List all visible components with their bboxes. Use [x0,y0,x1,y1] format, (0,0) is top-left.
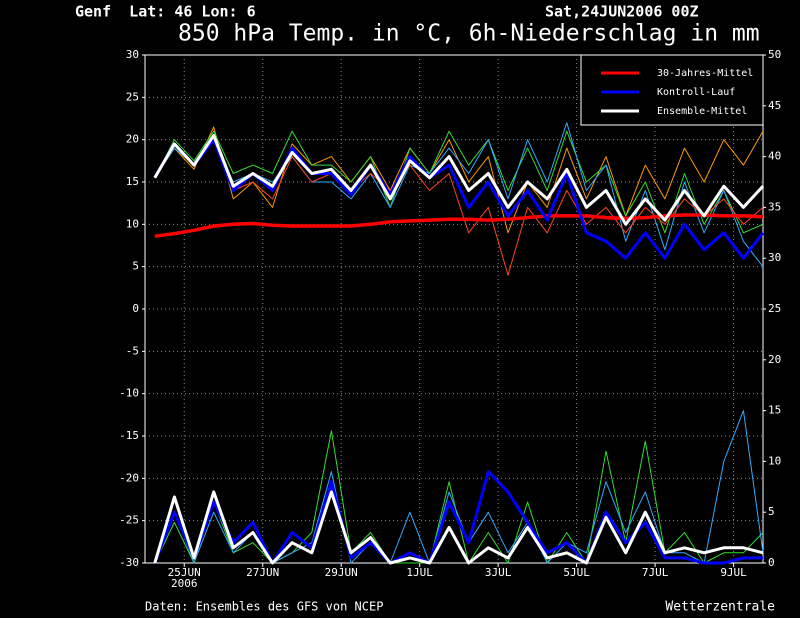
location: Genf Lat: 46 Lon: 6 [75,3,256,21]
legend-box [580,54,764,126]
y-tick-label: 30 [126,48,139,61]
x-tick-label: 27JUN [246,566,279,579]
y2-tick-label: 25 [768,302,781,315]
y2-tick-label: 50 [768,48,781,61]
y-tick-label: 10 [126,217,139,230]
x-tick-sublabel: 2006 [171,577,198,590]
x-tick-label: 5JUL [563,566,590,579]
footer-brand: Wetterzentrale [665,600,775,615]
y-tick-label: 15 [126,175,139,188]
y-tick-label: 25 [126,90,139,103]
y2-tick-label: 30 [768,251,781,264]
y-tick-label: -30 [119,556,139,569]
member-line [153,470,763,565]
y2-tick-label: 35 [768,200,781,213]
y2-tick-label: 5 [768,505,775,518]
legend-label: Ensemble-Mittel [657,106,747,117]
y-tick-label: -10 [119,387,139,400]
y-tick-label: 5 [132,260,139,273]
x-tick-label: 29JUN [325,566,358,579]
legend-label: Kontroll-Lauf [657,87,735,98]
y2-tick-label: 15 [768,404,781,417]
y-tick-label: 20 [126,133,139,146]
x-tick-label: 9JUL [720,566,747,579]
y2-tick-label: 0 [768,556,775,569]
y-tick-label: -25 [119,514,139,527]
member-line [154,139,764,276]
x-tick-label: 1JUL [406,566,433,579]
x-tick-label: 25JUN [168,566,201,579]
y-tick-label: -5 [126,344,139,357]
x-tick-label: 3JUL [485,566,512,579]
chart-title: 850 hPa Temp. in °C, 6h-Niederschlag in … [178,21,760,47]
y2-tick-label: 10 [768,454,781,467]
run-date: Sat,24JUN2006 00Z [545,3,699,21]
member-line [154,130,764,234]
y-tick-label: -20 [119,471,139,484]
y-tick-label: -15 [119,429,139,442]
y-tick-label: 0 [132,302,139,315]
footer-source: Daten: Ensembles des GFS von NCEP [145,600,383,614]
series-line [153,133,765,226]
y2-tick-label: 20 [768,353,781,366]
x-tick-label: 7JUL [642,566,669,579]
legend-label: 30-Jahres-Mittel [657,68,753,79]
member-line [153,490,764,565]
y2-tick-label: 45 [768,99,781,112]
y2-tick-label: 40 [768,150,781,163]
